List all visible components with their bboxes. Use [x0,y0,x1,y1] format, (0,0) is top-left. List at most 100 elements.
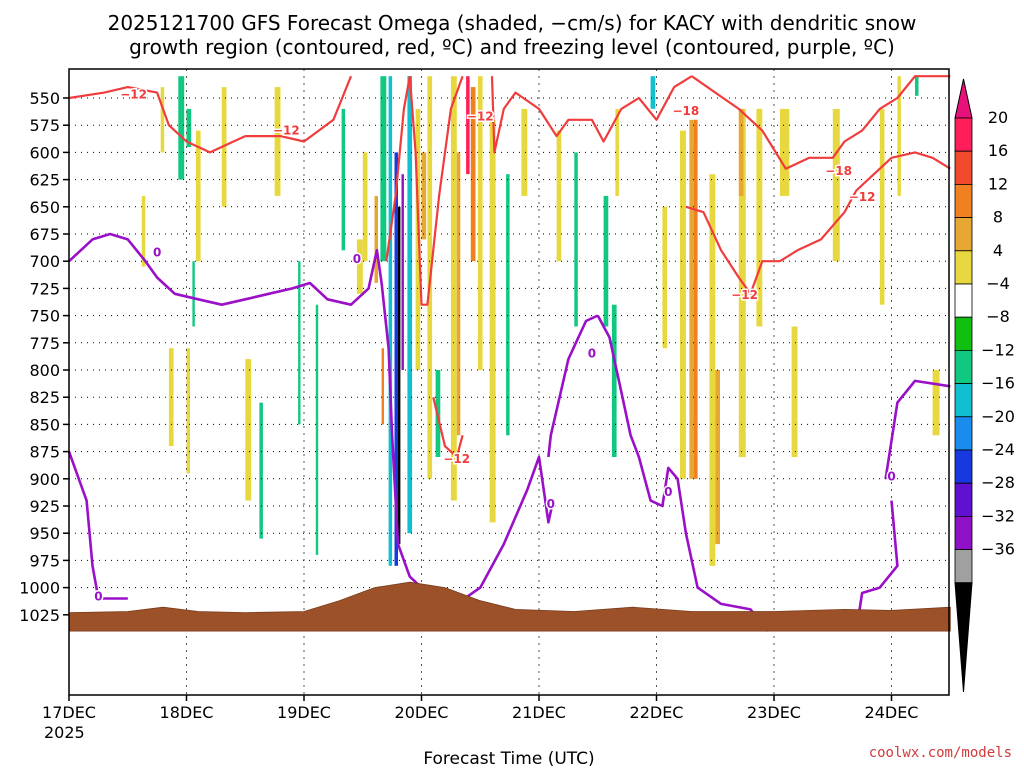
purple-contour-label-2: 0 [588,347,596,361]
x-tick-label-24DEC: 24DEC [865,703,919,722]
omega-cell-48 [715,370,720,545]
omega-cell-57 [915,76,919,96]
colorbar-swatch-8 [954,383,973,418]
y-tick-label-1025: 1025 [19,606,60,625]
year-label: 2025 [44,723,85,742]
dendritic-contour-0 [68,75,353,154]
y-tick-label-600: 600 [29,143,60,162]
y-tick-label-550: 550 [29,89,60,108]
colorbar-label-12: −32 [981,506,1015,525]
x-tick-label-22DEC: 22DEC [630,703,684,722]
y-tick-label-1000: 1000 [19,579,60,598]
colorbar-swatch-13 [954,549,973,584]
omega-cell-33 [477,76,483,370]
purple-contour-label-5: 0 [887,470,895,484]
omega-cell-9 [245,359,252,501]
colorbar-label-13: −36 [981,540,1015,559]
omega-cell-51 [756,108,763,327]
omega-cell-39 [603,195,609,327]
omega-cell-58 [932,370,940,436]
omega-cell-42 [650,76,656,109]
omega-cell-21 [398,206,401,545]
omega-cell-18 [380,76,387,262]
omega-cell-12 [298,261,301,425]
x-tick-label-17DEC: 17DEC [42,703,96,722]
colorbar-swatch-2 [954,183,973,218]
y-tick-label-925: 925 [29,497,60,516]
red-contour-label-1: −12 [273,124,300,138]
purple-contour-label-1: 0 [353,252,361,266]
colorbar: 20 16 12 8 4 −4 −8 −12 −16 −20 −24 −28 −32 −36 [954,78,1015,693]
freezing-contour-5 [855,500,899,632]
y-tick-label-825: 825 [29,388,60,407]
y-tick-label-700: 700 [29,252,60,271]
omega-cell-44 [680,130,686,479]
colorbar-label-6: −8 [986,307,1010,326]
purple-contour-label-4: 0 [664,485,672,499]
plot-frame [68,68,950,696]
colorbar-label-11: −28 [981,473,1015,492]
omega-cell-0 [178,76,185,180]
y-tick-label-800: 800 [29,361,60,380]
chart-title-line2: growth region (contoured, red, ºC) and f… [129,35,895,59]
red-contour-label-2: −12 [467,109,494,123]
freezing-contour-2 [596,314,770,632]
colorbar-swatch-9 [954,416,973,451]
omega-cell-24 [407,76,413,534]
dendritic-contour-3 [490,75,693,154]
x-tick-label-19DEC: 19DEC [277,703,331,722]
red-contour-label-6: −12 [731,288,758,302]
red-contour-label-5: −12 [849,190,876,204]
colorbar-label-4: 4 [993,241,1003,260]
omega-shading [141,76,940,566]
omega-cell-43 [662,206,668,349]
omega-cell-52 [779,108,790,196]
omega-cell-35 [506,174,510,436]
freezing-contour-0 [68,232,555,606]
x-tick-label-18DEC: 18DEC [160,703,214,722]
freezing-level-contours [67,232,951,632]
omega-cell-40 [611,304,617,457]
dendritic-contour-6 [685,151,951,295]
omega-cell-17 [374,195,378,283]
colorbar-swatch-3 [954,217,973,252]
omega-cell-46 [694,119,698,479]
omega-cell-55 [879,108,885,305]
omega-cell-47 [709,174,716,566]
colorbar-label-7: −12 [981,340,1015,359]
omega-cell-41 [615,108,619,196]
omega-cell-31 [466,76,470,175]
freezing-contour-4 [884,379,951,479]
omega-cell-7 [192,261,195,327]
colorbar-swatch-6 [954,316,973,351]
chart-title-line1: 2025121700 GFS Forecast Omega (shaded, −… [108,11,917,35]
colorbar-label-5: −4 [986,274,1010,293]
y-tick-label-850: 850 [29,415,60,434]
x-tick-label-21DEC: 21DEC [512,703,566,722]
omega-cell-45 [689,119,696,479]
contour-labels: −12 −12 −12 −18 −18 −12 −12 −12 0 0 0 0 0 0 0 [93,86,897,605]
colorbar-label-10: −24 [981,440,1015,459]
omega-cell-20 [394,152,398,566]
omega-cell-54 [832,108,840,262]
y-tick-label-750: 750 [29,307,60,326]
credit-text: coolwx.com/models [869,745,1012,761]
colorbar-swatch-7 [954,349,973,384]
omega-cell-36 [521,108,528,196]
omega-cell-26 [421,152,427,240]
y-tick-label-725: 725 [29,279,60,298]
purple-contour-label-0: 0 [153,245,161,259]
red-contour-label-0: −12 [120,88,147,102]
dendritic-contour-1 [385,76,411,262]
y-axis-ticks: 550 575 600 625 650 675 700 725 750 775 800 825 850 8… [19,89,69,625]
omega-cell-34 [489,119,496,523]
colorbar-label-9: −20 [981,407,1015,426]
omega-cell-32 [470,87,476,262]
colorbar-label-8: −16 [981,374,1015,393]
omega-cell-37 [556,130,562,262]
y-tick-label-875: 875 [29,443,60,462]
dendritic-contour-5 [432,396,464,459]
colorbar-label-2: 12 [988,174,1008,193]
colorbar-label-1: 16 [988,141,1008,160]
